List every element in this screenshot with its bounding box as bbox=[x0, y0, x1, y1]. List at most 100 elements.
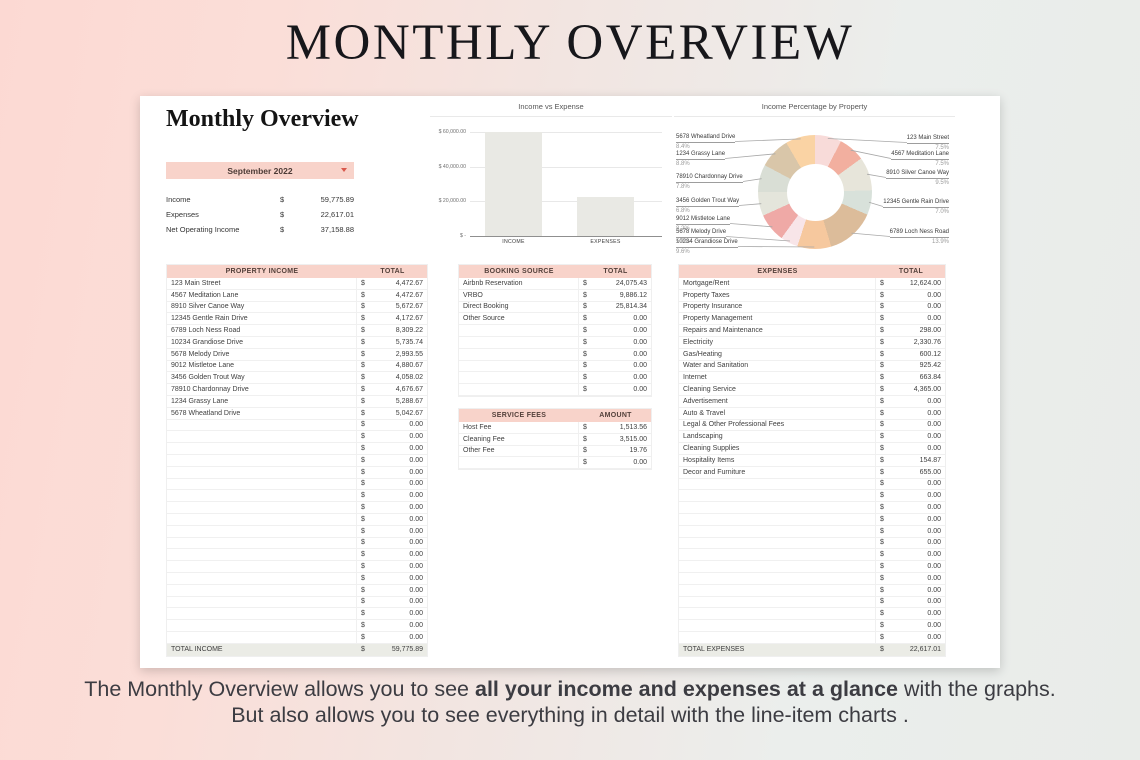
cell-value: 0.00 bbox=[927, 445, 941, 453]
cell-name bbox=[679, 478, 876, 490]
table-row: $0.00 bbox=[459, 348, 651, 361]
cell-value: 0.00 bbox=[409, 468, 423, 476]
cell-name bbox=[167, 584, 357, 596]
cell-name bbox=[167, 490, 357, 502]
table-row: $0.00 bbox=[167, 620, 427, 632]
cell-amount: $5,042.67 bbox=[357, 410, 427, 417]
cell-name: Internet bbox=[679, 372, 876, 384]
cell-name bbox=[459, 325, 579, 336]
currency-sign: $ bbox=[583, 291, 587, 299]
header-name-col: PROPERTY INCOME bbox=[225, 268, 299, 275]
header-name-col: EXPENSES bbox=[757, 268, 798, 275]
cell-name bbox=[679, 549, 876, 561]
month-selector[interactable]: September 2022 bbox=[166, 162, 354, 179]
currency-sign: $ bbox=[880, 515, 884, 523]
donut-ring bbox=[758, 135, 872, 249]
table-row: Advertisement $0.00 bbox=[679, 395, 945, 408]
cell-value: 0.00 bbox=[927, 515, 941, 523]
table-row: $0.00 bbox=[167, 631, 427, 644]
table-row: $0.00 bbox=[679, 478, 945, 491]
table-row: 5678 Melody Drive $2,993.55 bbox=[167, 348, 427, 361]
table-header: BOOKING SOURCE TOTAL bbox=[459, 265, 651, 278]
cell-value: 0.00 bbox=[409, 586, 423, 594]
table-row: Airbnb Reservation $24,075.43 bbox=[459, 278, 651, 290]
table-row: $0.00 bbox=[167, 537, 427, 550]
cell-amount: $0.00 bbox=[876, 539, 945, 546]
cell-value: 0.00 bbox=[633, 459, 647, 467]
cell-amount: $154.87 bbox=[876, 457, 945, 464]
cell-name: TOTAL EXPENSES bbox=[683, 646, 745, 654]
cell-name bbox=[167, 513, 357, 525]
cell-amount: $0.00 bbox=[357, 563, 427, 570]
currency-sign: $ bbox=[361, 586, 365, 594]
donut-label-name: 1234 Grassy Lane bbox=[676, 151, 726, 160]
cell-value: 0.00 bbox=[409, 610, 423, 618]
table-row: $0.00 bbox=[167, 513, 427, 526]
cell-name bbox=[679, 513, 876, 525]
currency-sign: $ bbox=[880, 445, 884, 453]
cell-amount: $0.00 bbox=[876, 622, 945, 629]
cell-name: Decor and Furniture bbox=[679, 466, 876, 478]
cell-name: 9012 Mistletoe Lane bbox=[167, 360, 357, 372]
table-row: 10234 Grandiose Drive $5,735.74 bbox=[167, 336, 427, 349]
table-row: $0.00 bbox=[459, 325, 651, 337]
cell-name: 5678 Melody Drive bbox=[167, 348, 357, 360]
currency-sign: $ bbox=[361, 291, 365, 299]
cell-amount: $0.00 bbox=[876, 292, 945, 299]
currency-sign: $ bbox=[361, 338, 365, 346]
cell-amount: $1,513.56 bbox=[579, 424, 651, 431]
cell-amount: $0.00 bbox=[357, 539, 427, 546]
cell-value: 0.00 bbox=[409, 492, 423, 500]
table-row: Landscaping $0.00 bbox=[679, 431, 945, 444]
donut-label: 78910 Chardonnay Drive 7.8% bbox=[676, 174, 743, 191]
donut-label: 5678 Melody Drive 5.0% bbox=[676, 229, 727, 246]
cell-name bbox=[167, 572, 357, 584]
currency-sign: $ bbox=[583, 279, 587, 287]
currency-sign: $ bbox=[880, 303, 884, 311]
table-row: Host Fee $1,513.56 bbox=[459, 422, 651, 434]
cell-amount: $24,075.43 bbox=[579, 280, 651, 287]
donut-label: 123 Main Street 7.5% bbox=[906, 135, 949, 152]
currency-sign: $ bbox=[361, 492, 365, 500]
currency-sign: $ bbox=[880, 539, 884, 547]
cell-value: 4,058.02 bbox=[395, 374, 423, 382]
cell-name bbox=[167, 525, 357, 537]
cell-name: Hospitality Items bbox=[679, 454, 876, 466]
currency-sign: $ bbox=[361, 610, 365, 618]
donut-label: 3456 Golden Trout Way 6.8% bbox=[676, 198, 740, 215]
summary-value: 37,158.88 bbox=[320, 225, 354, 234]
cell-amount: $0.00 bbox=[357, 421, 427, 428]
currency-sign: $ bbox=[361, 504, 365, 512]
table-row: $0.00 bbox=[167, 502, 427, 514]
cell-value: 4,472.67 bbox=[395, 279, 423, 287]
cell-name: Host Fee bbox=[459, 422, 579, 433]
currency-sign: $ bbox=[880, 610, 884, 618]
cell-name: 1234 Grassy Lane bbox=[167, 395, 357, 407]
table-row: Internet $663.84 bbox=[679, 372, 945, 385]
table-row: $0.00 bbox=[679, 572, 945, 585]
property-income-table: PROPERTY INCOME TOTAL 123 Main Street $4,47… bbox=[166, 264, 428, 658]
table-row: $0.00 bbox=[167, 584, 427, 597]
currency-sign: $ bbox=[880, 563, 884, 571]
currency-sign: $ bbox=[361, 622, 365, 629]
cell-amount: $0.00 bbox=[357, 457, 427, 464]
cell-amount: $3,515.00 bbox=[579, 436, 651, 443]
table-row: $0.00 bbox=[167, 443, 427, 455]
currency-sign: $ bbox=[583, 423, 587, 431]
currency-sign: $ bbox=[361, 303, 365, 311]
currency-sign: $ bbox=[280, 210, 285, 219]
cell-value: 12,624.00 bbox=[909, 279, 941, 287]
cell-name: 4567 Meditation Lane bbox=[167, 289, 357, 301]
cell-name: 10234 Grandiose Drive bbox=[167, 336, 357, 348]
currency-sign: $ bbox=[583, 459, 587, 467]
donut-label-name: 78910 Chardonnay Drive bbox=[676, 174, 743, 183]
cell-name bbox=[679, 572, 876, 584]
currency-sign: $ bbox=[880, 492, 884, 500]
currency-sign: $ bbox=[361, 456, 365, 464]
header-amount-col: TOTAL bbox=[380, 268, 405, 275]
table-header: PROPERTY INCOME TOTAL bbox=[167, 265, 427, 278]
caption-line-1: The Monthly Overview allows you to see a… bbox=[84, 677, 1056, 701]
cell-value: 0.00 bbox=[927, 622, 941, 629]
cell-value: 0.00 bbox=[409, 433, 423, 441]
cell-value: 0.00 bbox=[927, 598, 941, 606]
